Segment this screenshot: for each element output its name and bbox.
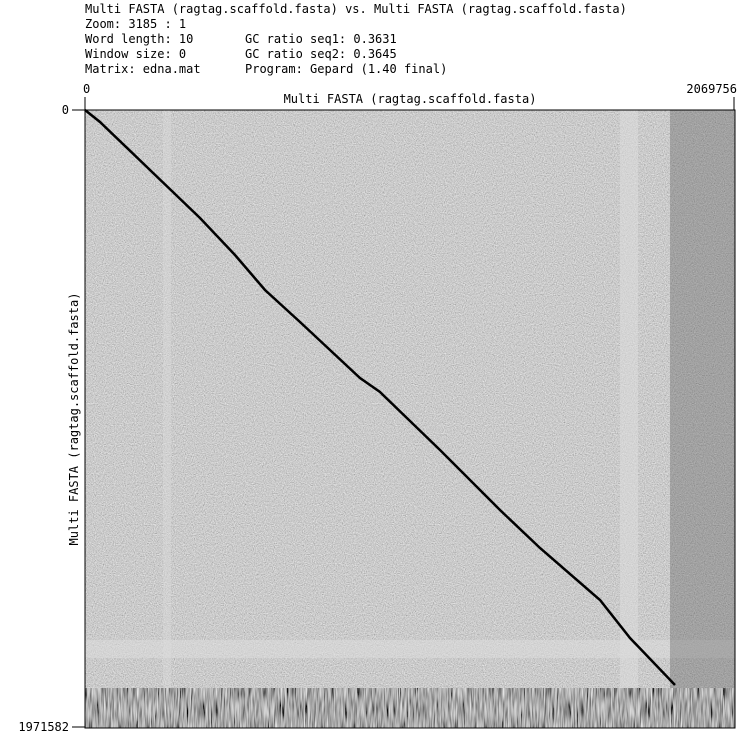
gc-seq2: GC ratio seq2: 0.3645 xyxy=(245,47,397,61)
diagonal xyxy=(84,109,676,686)
window-size: Window size: 0 xyxy=(85,47,186,61)
dotplot xyxy=(84,109,736,729)
y-start: 0 xyxy=(62,103,69,117)
dark-band xyxy=(85,688,735,728)
word-length: Word length: 10 xyxy=(85,32,193,46)
x-end: 2069756 xyxy=(686,82,737,96)
header: Multi FASTA (ragtag.scaffold.fasta) vs. … xyxy=(85,2,627,76)
zoom: Zoom: 3185 : 1 xyxy=(85,17,186,31)
matrix: Matrix: edna.mat xyxy=(85,62,201,76)
y-end: 1971582 xyxy=(18,720,69,734)
light-band xyxy=(85,640,735,658)
y-label: Multi FASTA (ragtag.scaffold.fasta) xyxy=(67,293,81,546)
gc-seq1: GC ratio seq1: 0.3631 xyxy=(245,32,397,46)
axes: 0 2069756 Multi FASTA (ragtag.scaffold.f… xyxy=(18,82,737,734)
light-stripe xyxy=(163,110,171,728)
x-label: Multi FASTA (ragtag.scaffold.fasta) xyxy=(284,92,537,106)
dark-stripe xyxy=(670,110,735,728)
plot-frame xyxy=(84,109,736,729)
program: Program: Gepard (1.40 final) xyxy=(245,62,447,76)
light-stripe xyxy=(620,110,638,728)
title: Multi FASTA (ragtag.scaffold.fasta) vs. … xyxy=(85,2,627,16)
x-start: 0 xyxy=(83,82,90,96)
